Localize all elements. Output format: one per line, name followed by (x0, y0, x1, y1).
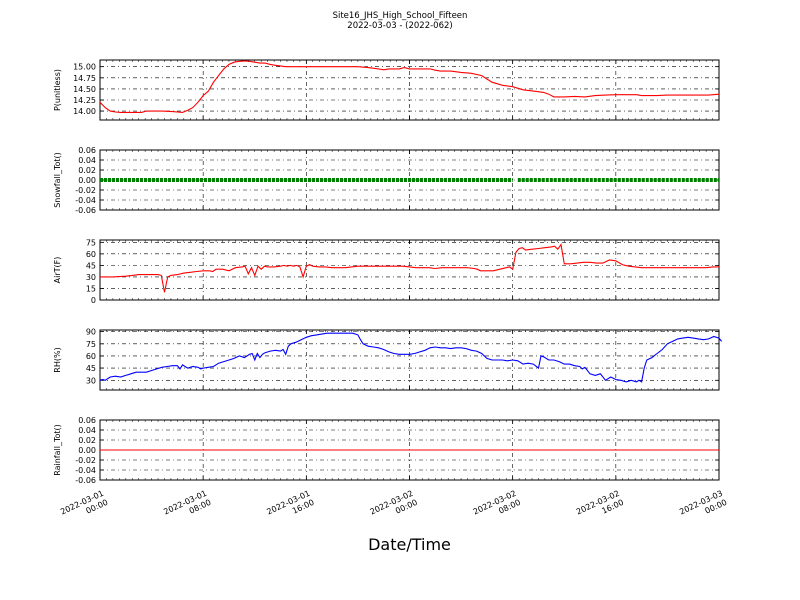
x-tick-label: 2022-03-0300:00 (678, 489, 728, 526)
y-axis-label: RH(%) (53, 347, 62, 372)
y-tick-label: 0.06 (78, 146, 96, 155)
y-tick-label: 14.50 (73, 85, 96, 94)
series-line (100, 243, 719, 293)
y-axis-label: AirT(F) (53, 257, 62, 284)
x-axis-label: Date/Time (368, 535, 451, 554)
y-tick-label: 60 (86, 250, 96, 259)
y-axis-label: P(unitless) (53, 69, 62, 111)
y-tick-label: 75 (86, 340, 96, 349)
y-tick-label: 0 (91, 296, 96, 305)
y-axis-label: Rainfall_Tot() (53, 424, 62, 476)
series-line (99, 60, 720, 113)
x-tick-label: 2022-03-0208:00 (472, 489, 522, 526)
y-tick-label: -0.02 (75, 186, 96, 195)
y-tick-label: 45 (86, 364, 96, 373)
y-tick-label: 0.00 (78, 176, 96, 185)
y-axis-label: Snowfall_Tot() (53, 152, 62, 208)
chart-title: Site16_JHS_High_School_Fifteen (332, 11, 468, 21)
y-tick-label: 0.02 (78, 166, 96, 175)
y-tick-label: 45 (86, 261, 96, 270)
y-tick-label: 75 (86, 238, 96, 247)
y-tick-label: 90 (86, 328, 96, 337)
y-tick-label: -0.04 (75, 466, 96, 475)
y-tick-label: 14.75 (73, 74, 96, 83)
y-tick-label: 0.00 (78, 446, 96, 455)
y-tick-label: 14.25 (73, 96, 96, 105)
x-tick-label: 2022-03-0108:00 (162, 489, 212, 526)
chart-subtitle: 2022-03-03 - (2022-062) (347, 21, 453, 31)
series-line (99, 332, 723, 383)
y-tick-label: -0.04 (75, 196, 96, 205)
x-tick-label: 2022-03-0100:00 (59, 489, 109, 526)
y-tick-label: 30 (86, 273, 96, 282)
y-tick-label: 0.06 (78, 416, 96, 425)
y-tick-label: -0.06 (75, 476, 96, 485)
y-tick-label: -0.02 (75, 456, 96, 465)
x-tick-label: 2022-03-0200:00 (369, 489, 419, 526)
y-tick-label: 0.04 (78, 426, 96, 435)
y-tick-label: 15.00 (73, 63, 96, 72)
y-tick-label: 14.00 (73, 107, 96, 116)
y-tick-label: 30 (86, 376, 96, 385)
y-tick-label: 0.02 (78, 436, 96, 445)
y-tick-label: -0.06 (75, 206, 96, 215)
y-tick-label: 0.04 (78, 156, 96, 165)
y-tick-label: 60 (86, 352, 96, 361)
x-tick-label: 2022-03-0216:00 (575, 489, 625, 526)
y-tick-label: 15 (86, 284, 96, 293)
x-tick-label: 2022-03-0116:00 (265, 489, 315, 526)
